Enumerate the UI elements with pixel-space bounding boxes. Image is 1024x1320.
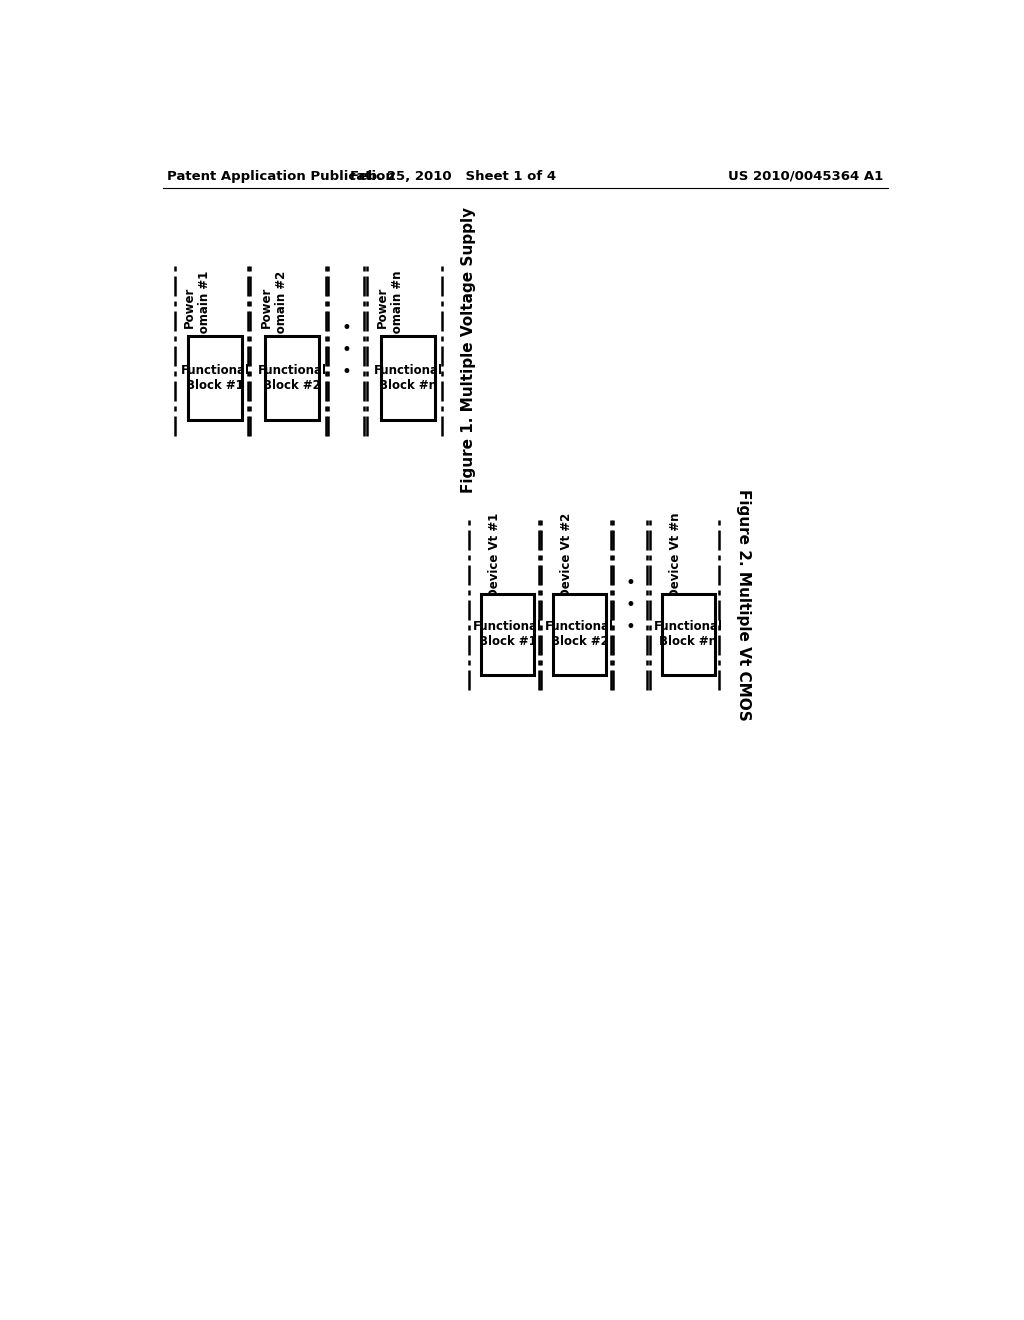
Text: Device Vt #n: Device Vt #n <box>669 512 682 598</box>
Text: Functional
Block #2: Functional Block #2 <box>546 620 614 648</box>
Text: US 2010/0045364 A1: US 2010/0045364 A1 <box>728 170 884 183</box>
FancyBboxPatch shape <box>481 594 535 675</box>
FancyBboxPatch shape <box>662 594 715 675</box>
Text: Figure 1. Multiple Voltage Supply: Figure 1. Multiple Voltage Supply <box>461 207 476 494</box>
Text: Power
Domain #2: Power Domain #2 <box>260 271 288 343</box>
FancyBboxPatch shape <box>554 594 606 675</box>
Text: Functional
Block #1: Functional Block #1 <box>180 364 250 392</box>
Text: •
•
•: • • • <box>341 319 351 381</box>
Text: Feb. 25, 2010   Sheet 1 of 4: Feb. 25, 2010 Sheet 1 of 4 <box>350 170 557 183</box>
Text: Functional
Block #2: Functional Block #2 <box>257 364 327 392</box>
Text: Functional
Block #n: Functional Block #n <box>374 364 442 392</box>
Text: •
•
•: • • • <box>626 574 635 636</box>
Text: Figure 2. Multiple Vt CMOS: Figure 2. Multiple Vt CMOS <box>736 490 752 721</box>
Text: Power
Domain #n: Power Domain #n <box>377 271 404 343</box>
Text: Device Vt #1: Device Vt #1 <box>488 512 501 598</box>
FancyBboxPatch shape <box>188 335 243 420</box>
FancyBboxPatch shape <box>265 335 319 420</box>
Text: Device Vt #2: Device Vt #2 <box>560 512 573 598</box>
Text: Patent Application Publication: Patent Application Publication <box>167 170 394 183</box>
Text: Functional
Block #n: Functional Block #n <box>654 620 723 648</box>
Text: Functional
Block #1: Functional Block #1 <box>473 620 543 648</box>
FancyBboxPatch shape <box>381 335 435 420</box>
Text: Power
Domain #1: Power Domain #1 <box>183 271 211 343</box>
